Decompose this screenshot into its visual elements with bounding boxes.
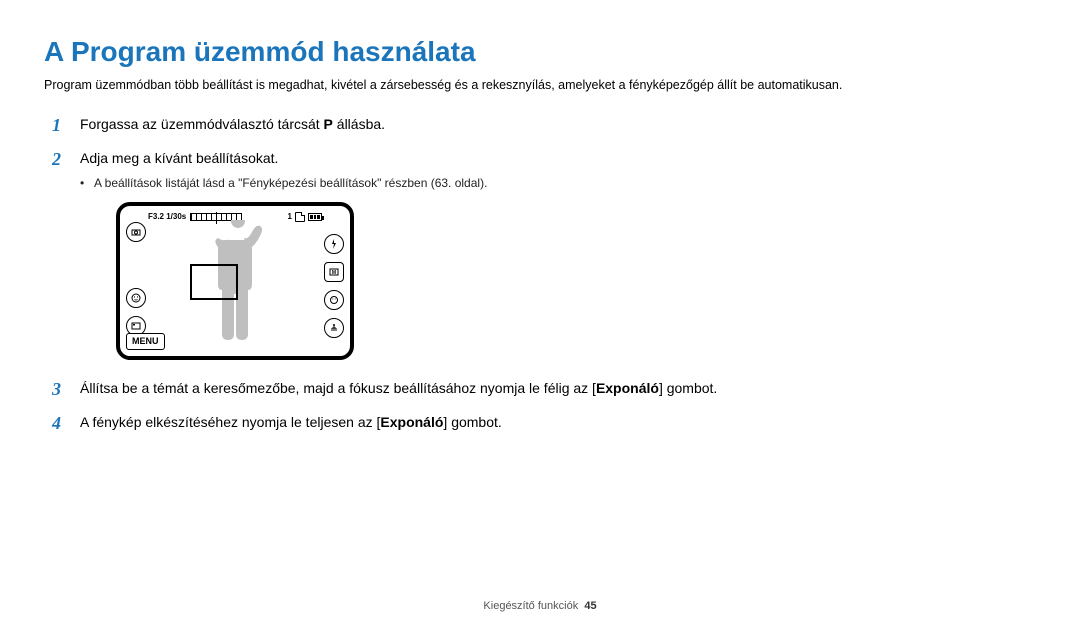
step-text: Állítsa be a témát a keresőmezőbe, majd … [80, 380, 596, 396]
lcd-illustration: F3.2 1/30s 1 [116, 202, 1036, 360]
size-icon: M [324, 262, 344, 282]
step-2: 2 Adja meg a kívánt beállításokat. A beá… [52, 148, 1036, 360]
step-text-after: ] gombot. [443, 414, 501, 430]
step-bold: Exponáló [596, 380, 659, 396]
step-bold: Exponáló [380, 414, 443, 430]
face-icon [126, 288, 146, 308]
step-text: Adja meg a kívánt beállításokat. [80, 150, 278, 166]
mode-icon [126, 222, 146, 242]
camera-lcd: F3.2 1/30s 1 [116, 202, 354, 360]
lcd-right-icons: M [324, 234, 344, 338]
step-number: 2 [52, 146, 61, 172]
step-sub-item: A beállítások listáját lásd a "Fényképez… [80, 175, 1036, 192]
step-text: A fénykép elkészítéséhez nyomja le telje… [80, 414, 380, 430]
step-number: 1 [52, 112, 61, 138]
page-footer: Kiegészítő funkciók 45 [0, 600, 1080, 612]
exposure-readout: F3.2 1/30s [148, 211, 186, 223]
step-bold: P [324, 116, 333, 132]
footer-label: Kiegészítő funkciók [483, 600, 578, 612]
lcd-left-icons [126, 222, 146, 336]
flash-icon [324, 234, 344, 254]
step-text-after: állásba. [333, 116, 385, 132]
focus-frame [190, 264, 238, 300]
menu-button: MENU [126, 333, 165, 350]
step-text-after: ] gombot. [659, 380, 717, 396]
stabilizer-icon [324, 318, 344, 338]
step-3: 3 Állítsa be a témát a keresőmezőbe, maj… [52, 378, 1036, 398]
step-4: 4 A fénykép elkészítéséhez nyomja le tel… [52, 412, 1036, 432]
step-1: 1 Forgassa az üzemmódválasztó tárcsát P … [52, 114, 1036, 134]
step-number: 3 [52, 376, 61, 402]
status-right: 1 [288, 211, 322, 223]
step-text: Forgassa az üzemmódválasztó tárcsát [80, 116, 324, 132]
battery-icon [308, 213, 322, 221]
shot-counter: 1 [288, 211, 292, 223]
steps-list: 1 Forgassa az üzemmódválasztó tárcsát P … [44, 114, 1036, 433]
svg-text:M: M [332, 270, 336, 276]
intro-text: Program üzemmódban több beállítást is me… [44, 78, 1036, 92]
step-number: 4 [52, 410, 61, 436]
sdcard-icon [295, 212, 305, 222]
timer-icon [324, 290, 344, 310]
page-title: A Program üzemmód használata [44, 36, 1036, 68]
step-sublist: A beállítások listáját lásd a "Fényképez… [80, 175, 1036, 192]
page-number: 45 [584, 600, 596, 612]
